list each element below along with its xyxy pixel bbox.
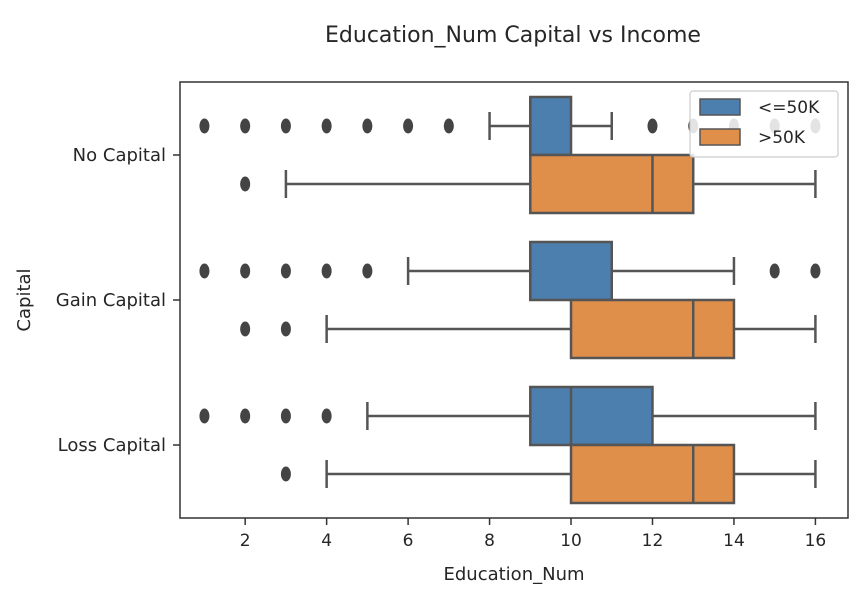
- box-1-0: [199, 240, 821, 302]
- y-tick-label: Gain Capital: [56, 290, 166, 311]
- outlier-point: [280, 408, 291, 424]
- outlier-point: [443, 118, 454, 134]
- iqr-box: [569, 298, 736, 360]
- outlier-point: [240, 263, 251, 279]
- outlier-point: [280, 118, 291, 134]
- outlier-point: [199, 263, 210, 279]
- iqr-box: [529, 95, 573, 157]
- x-tick-label: 12: [642, 531, 664, 551]
- iqr-box: [569, 443, 736, 505]
- x-axis-label: Education_Num: [443, 564, 584, 585]
- outlier-point: [647, 118, 658, 134]
- x-tick-label: 4: [321, 531, 332, 551]
- outlier-point: [362, 118, 373, 134]
- axes: 2 4 6 8 10 12 14 16 No Capital Gain Capital Loss C…: [56, 81, 849, 551]
- x-tick-label: 16: [805, 531, 827, 551]
- legend-label: <=50K: [758, 98, 820, 118]
- outlier-point: [321, 263, 332, 279]
- iqr-box: [529, 385, 654, 447]
- outlier-point: [199, 118, 210, 134]
- outlier-point: [280, 321, 291, 337]
- outlier-point: [321, 408, 332, 424]
- outlier-point: [240, 176, 251, 192]
- outlier-point: [321, 118, 332, 134]
- legend: <=50K >50K: [689, 90, 839, 158]
- y-tick-label: No Capital: [73, 145, 166, 166]
- x-tick-label: 6: [403, 531, 414, 551]
- x-tick-label: 2: [240, 531, 251, 551]
- y-tick-label: Loss Capital: [58, 435, 166, 456]
- box-2-0: [199, 385, 817, 447]
- x-tick-label: 8: [484, 531, 495, 551]
- outlier-point: [280, 263, 291, 279]
- legend-swatch: [699, 128, 741, 146]
- outlier-point: [240, 321, 251, 337]
- y-axis-label: Capital: [14, 268, 35, 331]
- legend-label: >50K: [758, 128, 806, 148]
- x-tick-label: 14: [723, 531, 745, 551]
- chart-title: Education_Num Capital vs Income: [325, 23, 701, 48]
- x-tick-label: 10: [560, 531, 582, 551]
- iqr-box: [529, 240, 614, 302]
- outlier-point: [199, 408, 210, 424]
- outlier-point: [403, 118, 414, 134]
- box-0-1: [240, 153, 817, 215]
- plot-area: [199, 95, 821, 505]
- legend-swatch: [699, 98, 741, 116]
- outlier-point: [769, 263, 780, 279]
- iqr-box: [529, 153, 695, 215]
- box-1-1: [240, 298, 817, 360]
- outlier-point: [240, 408, 251, 424]
- box-2-1: [280, 443, 817, 505]
- outlier-point: [810, 263, 821, 279]
- outlier-point: [280, 466, 291, 482]
- outlier-point: [362, 263, 373, 279]
- outlier-point: [240, 118, 251, 134]
